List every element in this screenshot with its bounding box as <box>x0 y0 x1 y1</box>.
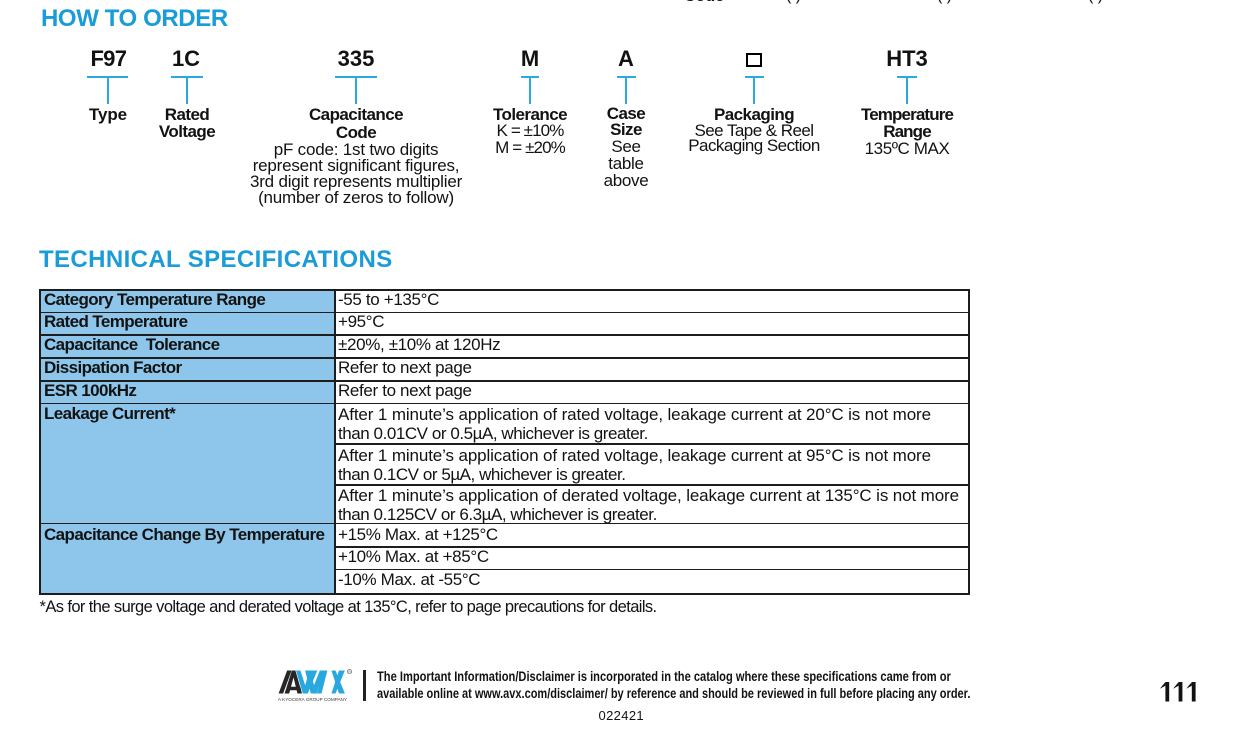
svg-text:R: R <box>348 670 351 674</box>
svg-text:A KYOCERA GROUP COMPANY: A KYOCERA GROUP COMPANY <box>278 697 348 703</box>
